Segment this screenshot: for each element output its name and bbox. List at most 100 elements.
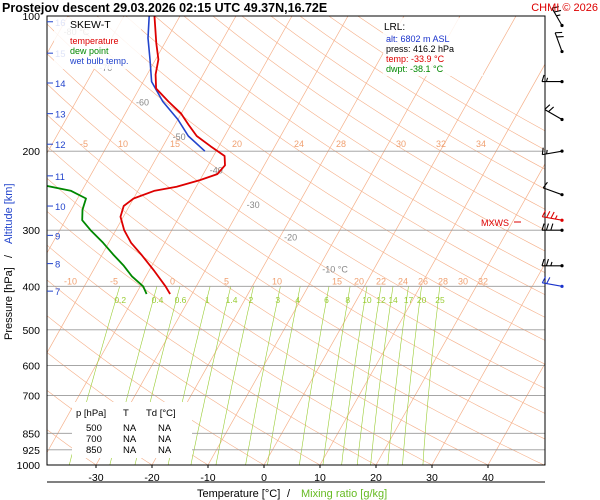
- wind-barb-flag: [541, 258, 545, 266]
- dry-adiabat-label: 15: [170, 139, 180, 149]
- wind-barb-dot: [560, 49, 564, 54]
- mixing-ratio-label: 25: [435, 295, 445, 305]
- temperature-tick-label: -20: [144, 472, 159, 484]
- legend-wetbulb: wet bulb temp.: [69, 56, 129, 66]
- dry-adiabat-line: [47, 114, 545, 440]
- dry-adiabat-label: 34: [476, 139, 486, 149]
- dry-adiabat-line: [47, 83, 545, 414]
- dewpoint-profile: [47, 185, 148, 295]
- dry-adiabat-labels: -5 10 15 20 24 28 30 32 34 -10 -5 0 5 10 15 20 22 24 26 28 3…: [64, 139, 488, 286]
- lrl-dewpoint: dwpt: -38.1 °C: [386, 64, 444, 74]
- lrl-pressure: press: 416.2 hPa: [386, 44, 454, 54]
- mixing-ratio-label: 6: [324, 295, 329, 305]
- wind-barb-flag: [548, 106, 554, 113]
- isotherm-line: [47, 16, 181, 254]
- dry-adiabat-label: 30: [396, 139, 406, 149]
- altitude-tick-label: 13: [55, 110, 66, 121]
- wind-barb-flag: [542, 181, 548, 189]
- isotherm-line: [151, 16, 405, 465]
- table-row-500-t: NA: [123, 423, 137, 434]
- wind-barb-flag: [550, 211, 555, 219]
- table-header-t: T: [123, 408, 129, 419]
- temperature-tick-label: 30: [426, 472, 438, 484]
- wind-barb-flag: [541, 223, 545, 231]
- dry-adiabat-label: -10: [64, 276, 77, 286]
- dry-adiabat-label: 15: [332, 276, 342, 286]
- wind-barb: [542, 181, 564, 197]
- wind-barb-dot: [560, 284, 564, 288]
- isotherm-line: [263, 16, 517, 465]
- dry-adiabat-label: 32: [436, 139, 446, 149]
- dry-adiabat-label: 30: [458, 276, 468, 286]
- pressure-tick-label: 400: [22, 281, 40, 293]
- pressure-tick-label: 925: [22, 445, 40, 457]
- temperature-tick-label: 0: [261, 472, 267, 484]
- isotherm-label: -30: [247, 200, 260, 210]
- dry-adiabat-label: 32: [478, 276, 488, 286]
- pressure-tick-label: 700: [22, 390, 40, 402]
- altitude-tick-label: 8: [55, 260, 60, 271]
- pressure-tick-label: 100: [22, 11, 40, 23]
- levels-table: p [hPa] T Td [°C] 500 NA NA 700 NA NA 85…: [72, 402, 192, 458]
- dry-adiabat-label: 24: [398, 276, 408, 286]
- dry-adiabat-line: [47, 53, 545, 389]
- mixing-ratio-label: 10: [362, 295, 372, 305]
- wind-barb-staff: [542, 216, 563, 221]
- table-row-850-t: NA: [123, 445, 137, 456]
- wind-barb-half-flag: [554, 215, 558, 220]
- dry-adiabat-label: 22: [376, 276, 386, 286]
- pressure-tick-label: 1000: [17, 460, 41, 472]
- dry-adiabat-line: [47, 177, 489, 465]
- lrl-title: LRL:: [384, 22, 405, 33]
- isotherm-line: [375, 163, 545, 465]
- wind-barb-staff: [542, 150, 563, 156]
- dry-adiabat-label: 20: [354, 276, 364, 286]
- wind-barb-staff: [544, 108, 563, 120]
- temperature-tick-label: -10: [200, 472, 215, 484]
- mixing-ratio-label: 4: [295, 295, 300, 305]
- dry-adiabat-line: [183, 16, 545, 252]
- wind-barb-half-flag: [545, 77, 549, 82]
- mixing-ratio-line: [356, 286, 382, 465]
- legend-title: SKEW-T: [70, 19, 111, 31]
- wind-barb: [541, 147, 564, 156]
- mixing-ratio-label: 20: [417, 295, 427, 305]
- wind-barb-dot: [560, 117, 564, 122]
- altitude-tick-label: 7: [55, 287, 60, 298]
- mixing-ratio-line: [422, 286, 441, 465]
- wind-barb-flag: [545, 223, 549, 231]
- dry-adiabat-label: -5: [110, 276, 118, 286]
- mixing-ratio-label: 0.6: [175, 295, 187, 305]
- pressure-tick-label: 300: [22, 225, 40, 237]
- wind-barb-flag: [541, 276, 546, 284]
- dry-adiabat-line: [47, 23, 545, 365]
- wind-barb-flag: [551, 6, 559, 9]
- dry-adiabat-label: 26: [418, 276, 428, 286]
- x-axis-label-separator: /: [287, 488, 291, 500]
- wind-barb-staff: [554, 32, 563, 52]
- mixing-ratio-label: 14: [388, 295, 398, 305]
- pressure-tick-label: 500: [22, 325, 40, 337]
- wind-barb-flag: [541, 147, 544, 155]
- dry-adiabat-line: [328, 16, 545, 151]
- wind-barb-dot: [560, 228, 564, 232]
- isotherm-line: [47, 16, 293, 454]
- wind-barb-half-flag: [556, 14, 561, 17]
- y-axis-ticks: 1000 925 850 700 600 500 400 300 200 100: [17, 11, 41, 472]
- mxws-label: MXWS: [481, 218, 509, 228]
- dry-adiabat-label: 28: [438, 276, 448, 286]
- isotherm-label: -10 °C: [322, 264, 348, 274]
- x-axis-ticks: -30 -20 -10 0 10 20 30 40: [88, 465, 494, 484]
- isotherm-label: -60: [136, 97, 149, 107]
- wind-barb-flag: [546, 211, 551, 218]
- pressure-tick-label: 200: [22, 146, 40, 158]
- mixing-ratio-label: 3: [275, 295, 280, 305]
- dry-adiabat-label: 28: [336, 139, 346, 149]
- wind-barb: [541, 223, 564, 232]
- mixing-ratio-label: 1: [205, 295, 210, 305]
- dry-adiabat-label: 10: [118, 139, 128, 149]
- wind-barb-staff: [543, 187, 563, 196]
- sounding-profiles: [47, 16, 226, 295]
- wind-barb: [541, 74, 564, 84]
- legend-dewpoint: dew point: [70, 46, 109, 56]
